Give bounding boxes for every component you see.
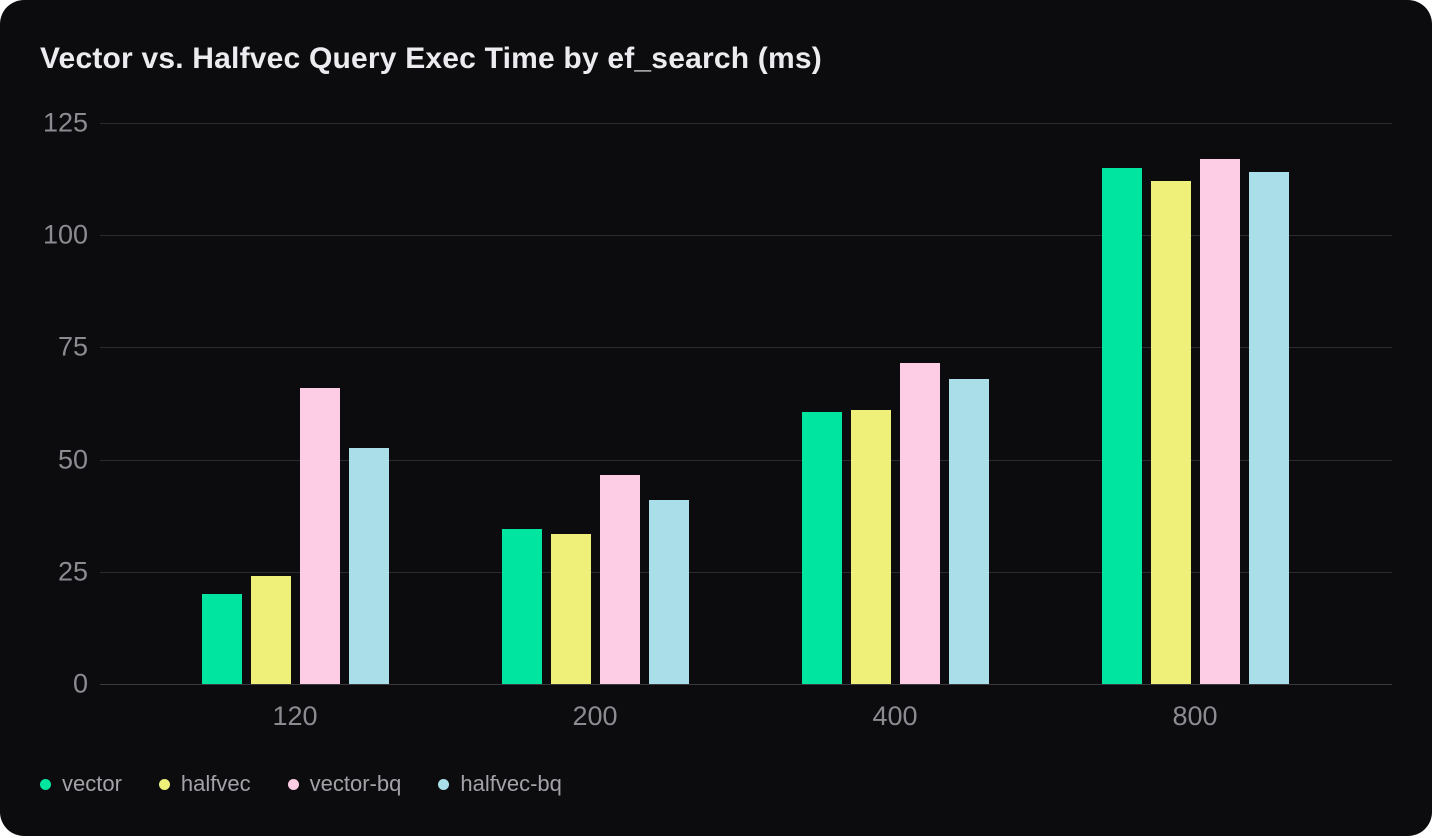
gridline-y-75 bbox=[100, 347, 1392, 348]
bar-vector-bq-800[interactable] bbox=[1200, 159, 1240, 684]
legend-item-halfvec-bq[interactable]: halfvec-bq bbox=[438, 771, 562, 797]
bar-halfvec-bq-200[interactable] bbox=[649, 500, 689, 684]
legend-item-vector-bq[interactable]: vector-bq bbox=[287, 771, 402, 797]
bar-halfvec-bq-800[interactable] bbox=[1249, 172, 1289, 684]
bar-halfvec-bq-400[interactable] bbox=[949, 379, 989, 684]
legend-label: halfvec-bq bbox=[460, 771, 562, 796]
x-axis-tick-label: 800 bbox=[1172, 701, 1218, 731]
gridline-y-100 bbox=[100, 235, 1392, 236]
y-axis-tick-label: 50 bbox=[57, 444, 88, 475]
y-axis-tick-label: 100 bbox=[42, 219, 88, 250]
legend-label: halfvec bbox=[180, 771, 251, 796]
bar-halfvec-800[interactable] bbox=[1151, 181, 1191, 684]
bar-halfvec-200[interactable] bbox=[551, 534, 591, 684]
bar-halfvec-400[interactable] bbox=[851, 410, 891, 684]
y-axis-tick-label: 25 bbox=[57, 556, 88, 587]
bar-halfvec-bq-120[interactable] bbox=[349, 448, 389, 684]
legend-dot-icon bbox=[438, 778, 450, 790]
y-axis-tick-label: 125 bbox=[42, 107, 88, 138]
gridline-y-0 bbox=[100, 684, 1392, 685]
legend-dot-icon bbox=[287, 778, 299, 790]
legend: vector halfvec vector-bq halfvec-bq bbox=[40, 771, 562, 797]
gridline-y-125 bbox=[100, 123, 1392, 124]
gridline-y-25 bbox=[100, 572, 1392, 573]
legend-dot-icon bbox=[40, 778, 51, 790]
gridline-y-50 bbox=[100, 460, 1392, 461]
x-axis-tick-label: 400 bbox=[872, 701, 918, 731]
bar-vector-800[interactable] bbox=[1102, 168, 1142, 684]
legend-item-vector[interactable]: vector bbox=[40, 771, 122, 797]
y-axis-tick-label: 0 bbox=[72, 668, 88, 699]
bar-vector-200[interactable] bbox=[502, 529, 542, 684]
bar-vector-bq-120[interactable] bbox=[300, 388, 340, 684]
x-axis-tick-label: 200 bbox=[572, 701, 618, 731]
x-axis-tick-label: 120 bbox=[272, 701, 318, 731]
legend-item-halfvec[interactable]: halfvec bbox=[158, 771, 251, 797]
chart-title: Vector vs. Halfvec Query Exec Time by ef… bbox=[40, 42, 822, 75]
bar-vector-400[interactable] bbox=[802, 412, 842, 684]
legend-label: vector bbox=[62, 771, 122, 796]
legend-label: vector-bq bbox=[309, 771, 402, 796]
bar-vector-bq-200[interactable] bbox=[600, 475, 640, 684]
legend-dot-icon bbox=[158, 778, 170, 790]
y-axis-tick-label: 75 bbox=[57, 331, 88, 362]
bar-halfvec-120[interactable] bbox=[251, 576, 291, 684]
bar-vector-120[interactable] bbox=[202, 594, 242, 684]
bar-vector-bq-400[interactable] bbox=[900, 363, 940, 684]
